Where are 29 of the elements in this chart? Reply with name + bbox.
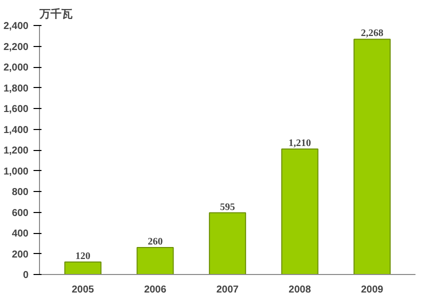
x-tick-label: 2008 [288,284,312,296]
bar [64,262,102,274]
data-label: 120 [75,251,90,262]
bar [354,38,391,274]
data-label: 595 [220,202,235,213]
data-label: 1,210 [288,138,312,149]
y-tick-label: 2,400 [3,21,29,32]
x-tick-label: 2007 [216,284,240,296]
data-label: 2,268 [360,28,384,40]
y-axis-title: 万千瓦 [38,8,72,20]
y-tick-label: 1,200 [3,146,29,156]
bar [136,247,174,274]
y-tick-label: 1,800 [3,83,29,94]
data-label: 260 [148,236,163,248]
bar [208,212,246,274]
y-tick-label: 1,600 [3,104,29,115]
y-tick-label: 1,400 [3,124,29,136]
y-tick-label: 600 [12,208,29,219]
y-tick-label: 2,200 [3,42,29,53]
y-tick-label: 400 [12,228,29,240]
y-tick-label: 800 [12,187,29,198]
y-tick-label: 0 [22,270,29,281]
y-tick-label: 200 [12,249,29,260]
x-tick-label: 2009 [360,284,384,296]
x-tick-label: 2006 [144,284,167,296]
x-tick-label: 2005 [72,284,94,296]
bar [281,148,318,274]
y-tick-label: 1,000 [3,166,29,178]
y-tick-label: 2,000 [3,62,29,74]
